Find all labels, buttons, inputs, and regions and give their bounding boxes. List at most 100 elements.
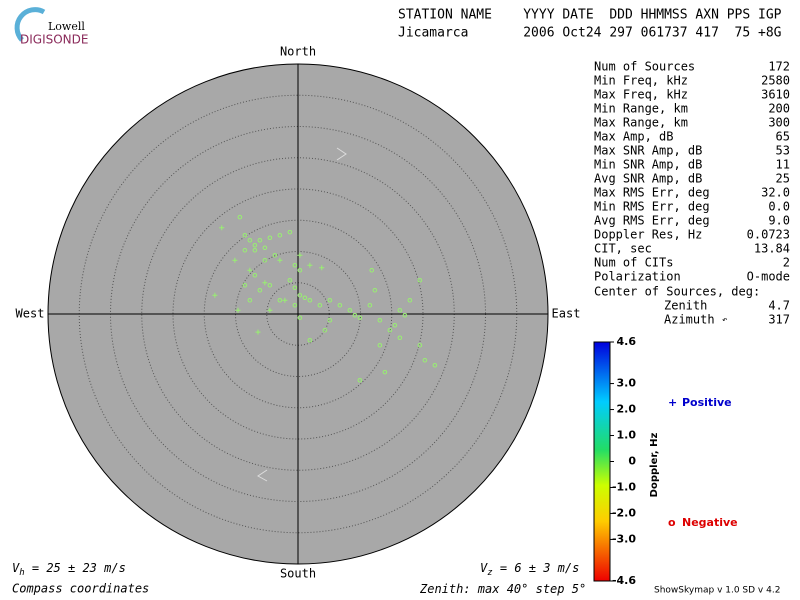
stat-label: Doppler Res, Hz <box>594 228 702 242</box>
source-negative <box>397 335 403 341</box>
source-negative <box>292 285 298 291</box>
colorbar-tick-label: 1.0 <box>617 429 637 442</box>
stat-value: 25 <box>776 172 790 186</box>
vz-label: Vz = 6 ± 3 m/s <box>480 561 579 578</box>
source-negative <box>377 342 383 348</box>
colorbar <box>593 341 611 582</box>
source-negative <box>377 317 383 323</box>
stat-value: 32.0 <box>761 186 790 200</box>
source-negative <box>267 282 273 288</box>
source-negative <box>257 237 263 243</box>
stat-label: Max Range, km <box>594 116 688 130</box>
stat-value: 2580 <box>761 74 790 88</box>
legend-label: Negative <box>682 516 738 529</box>
source-negative <box>317 302 323 308</box>
source-negative <box>287 229 293 235</box>
source-negative <box>382 369 388 375</box>
stat-value: 3610 <box>761 88 790 102</box>
source-negative <box>352 312 358 318</box>
stat-value: 9.0 <box>768 214 790 228</box>
source-positive <box>319 265 325 271</box>
source-negative <box>322 327 328 333</box>
source-negative <box>252 272 258 278</box>
source-negative <box>237 214 243 220</box>
source-positive <box>267 307 273 313</box>
compass-label: West <box>16 307 45 321</box>
source-negative <box>292 262 298 268</box>
source-negative <box>277 297 283 303</box>
colorbar-title: Doppler, Hz <box>649 433 660 498</box>
colorbar-tick-label: -2.0 <box>612 506 636 519</box>
center-value: 4.7 <box>768 299 790 313</box>
stat-label: Max Freq, kHz <box>594 88 688 102</box>
stat-value: 200 <box>768 102 790 116</box>
compass-label: North <box>280 45 316 59</box>
source-negative <box>257 287 263 293</box>
zenith-label: Zenith: max 40° step 5° <box>419 582 586 596</box>
source-negative <box>302 295 308 301</box>
source-positive <box>262 280 268 286</box>
source-positive <box>307 262 313 268</box>
stat-value: 11 <box>776 158 790 172</box>
legend-symbol: o <box>668 516 676 529</box>
coords-label: Compass coordinates <box>12 582 149 596</box>
source-positive <box>297 252 303 258</box>
source-negative <box>297 315 303 321</box>
source-positive <box>282 297 288 303</box>
center-title: Center of Sources, deg: <box>594 285 760 299</box>
center-value: 317 <box>768 313 790 327</box>
source-negative <box>387 327 393 333</box>
source-negative <box>307 297 313 303</box>
source-negative <box>392 322 398 328</box>
colorbar-tick-label: 2.0 <box>617 403 637 416</box>
source-negative <box>357 315 363 321</box>
center-label: Azimuth <box>664 313 715 327</box>
source-negative <box>292 302 298 308</box>
stat-label: Max Amp, dB <box>594 130 673 144</box>
source-negative <box>369 267 375 273</box>
stat-value: 65 <box>776 130 790 144</box>
stat-value: 0.0723 <box>747 228 790 242</box>
source-negative <box>252 242 258 248</box>
stat-value: 172 <box>768 60 790 74</box>
source-negative <box>307 337 313 343</box>
source-negative <box>272 252 278 258</box>
colorbar-tick-label: -3.0 <box>612 532 636 545</box>
stat-label: Min Range, km <box>594 102 688 116</box>
source-negative <box>372 287 378 293</box>
stat-label: CIT, sec <box>594 242 652 256</box>
source-positive <box>247 267 253 273</box>
source-negative <box>432 362 438 368</box>
stat-value: 53 <box>776 144 790 158</box>
source-negative <box>417 277 423 283</box>
source-negative <box>252 247 258 253</box>
stat-value: 2 <box>783 256 790 270</box>
legend-symbol: + <box>668 396 677 409</box>
source-negative <box>267 235 273 241</box>
colorbar-tick-label: -1.0 <box>612 480 636 493</box>
stat-label: Max RMS Err, deg <box>594 186 710 200</box>
stat-label: Polarization <box>594 270 681 284</box>
stat-label: Avg RMS Err, deg <box>594 214 710 228</box>
stat-label: Num of Sources <box>594 60 695 74</box>
stat-value: 13.84 <box>754 242 790 256</box>
source-negative <box>287 277 293 283</box>
source-negative <box>327 317 333 323</box>
source-positive <box>255 329 261 335</box>
center-label: Zenith <box>664 299 707 313</box>
stat-value: 0.0 <box>768 200 790 214</box>
source-negative <box>407 297 413 303</box>
source-negative <box>242 247 248 253</box>
compass-label: East <box>552 307 581 321</box>
source-negative <box>357 377 363 383</box>
source-negative <box>242 282 248 288</box>
version: ShowSkymap v 1.0 SD v 4.2 <box>654 586 780 596</box>
logo-bottom: DIGISONDE <box>20 33 88 47</box>
colorbar-tick-label: 3.0 <box>617 377 637 390</box>
source-negative <box>297 292 303 298</box>
source-positive <box>219 225 225 231</box>
source-negative <box>402 312 408 318</box>
header-line: STATION NAME YYYY DATE DDD HHMMSS AXN PP… <box>398 8 782 23</box>
stat-label: Num of CITs <box>594 256 673 270</box>
